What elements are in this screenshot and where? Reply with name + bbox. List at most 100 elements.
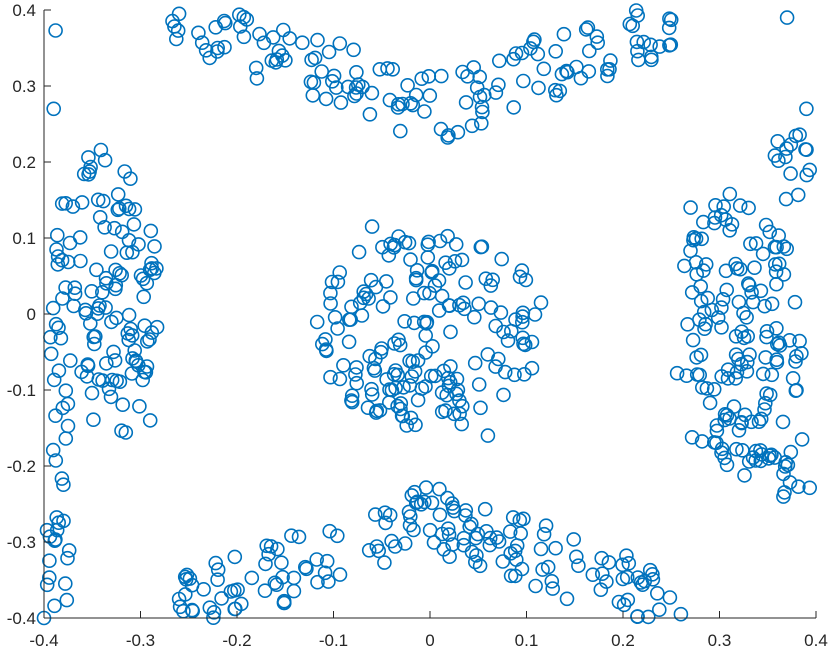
data-point [270, 541, 285, 557]
data-point [333, 95, 349, 110]
data-point [741, 277, 757, 293]
data-point [434, 288, 450, 304]
data-point [361, 542, 377, 558]
data-point [503, 323, 519, 339]
data-point [368, 351, 383, 367]
data-point [67, 286, 83, 302]
data-point [304, 52, 319, 68]
data-point [769, 354, 785, 370]
data-point [328, 80, 344, 95]
data-point [409, 262, 425, 278]
data-point [476, 87, 492, 103]
data-point [506, 51, 521, 67]
data-point [709, 418, 725, 433]
data-point [86, 412, 101, 428]
data-point [42, 553, 57, 569]
data-point [427, 368, 443, 384]
data-point [227, 549, 243, 565]
data-point [433, 121, 449, 137]
data-point [202, 600, 218, 616]
data-point [620, 592, 636, 608]
data-point [417, 104, 432, 119]
data-point [514, 263, 530, 278]
data-point [230, 582, 245, 598]
data-point [779, 141, 794, 156]
data-point [743, 236, 758, 252]
data-point [762, 387, 778, 403]
data-point [110, 187, 126, 202]
data-point [755, 246, 771, 262]
data-point [305, 88, 321, 103]
data-point [137, 318, 152, 334]
data-point [410, 392, 426, 408]
data-point [528, 578, 543, 594]
data-point [791, 479, 806, 495]
data-point [351, 244, 367, 260]
x-tick-label: -0.3 [126, 631, 155, 650]
data-point [388, 363, 403, 378]
data-point [456, 537, 472, 553]
data-point [463, 516, 479, 532]
data-point [467, 554, 483, 570]
data-point [507, 367, 522, 383]
data-point [489, 530, 505, 545]
data-point [310, 32, 325, 48]
data-point [722, 186, 738, 202]
data-point [46, 372, 62, 388]
data-point [39, 577, 55, 593]
data-point [53, 330, 69, 346]
data-point [644, 52, 659, 68]
data-point [324, 274, 340, 290]
data-point [734, 324, 750, 340]
data-point [629, 34, 645, 50]
data-point [762, 224, 778, 240]
data-point [488, 85, 504, 100]
data-point [223, 584, 239, 599]
data-point [745, 294, 761, 310]
data-point [169, 31, 184, 47]
data-point [114, 224, 130, 240]
data-point [45, 300, 61, 316]
data-point [210, 40, 225, 56]
data-point [448, 237, 464, 252]
data-point [364, 381, 379, 397]
data-point [536, 526, 552, 542]
data-point [424, 495, 440, 511]
data-point [450, 124, 466, 140]
data-point [802, 162, 818, 178]
data-point [121, 307, 137, 323]
data-point [769, 336, 785, 352]
y-tick-label: -0.4 [7, 609, 36, 628]
data-point [758, 217, 774, 233]
data-point [419, 316, 434, 331]
data-point [249, 71, 265, 86]
data-point [707, 215, 722, 231]
data-point [581, 64, 597, 79]
x-tick-label: 0.1 [515, 631, 539, 650]
data-point [346, 42, 361, 58]
data-point [349, 375, 365, 391]
data-point [438, 403, 453, 418]
data-point [393, 396, 409, 411]
data-point [233, 19, 248, 34]
data-point [314, 64, 330, 79]
data-point [709, 423, 725, 439]
data-point [491, 77, 506, 93]
data-point [217, 39, 232, 55]
x-tick-label: 0.3 [708, 631, 732, 650]
data-point [458, 275, 473, 290]
data-point [66, 298, 81, 314]
data-point [719, 457, 735, 473]
data-point [276, 593, 292, 609]
data-point [92, 210, 108, 225]
data-point [299, 561, 314, 577]
data-point [420, 250, 436, 265]
data-point [684, 429, 700, 445]
data-point [121, 201, 137, 217]
data-point [688, 254, 704, 270]
data-point [469, 548, 484, 563]
data-point [753, 453, 769, 469]
data-point [95, 373, 110, 388]
data-point [694, 434, 710, 449]
data-point [759, 329, 774, 345]
